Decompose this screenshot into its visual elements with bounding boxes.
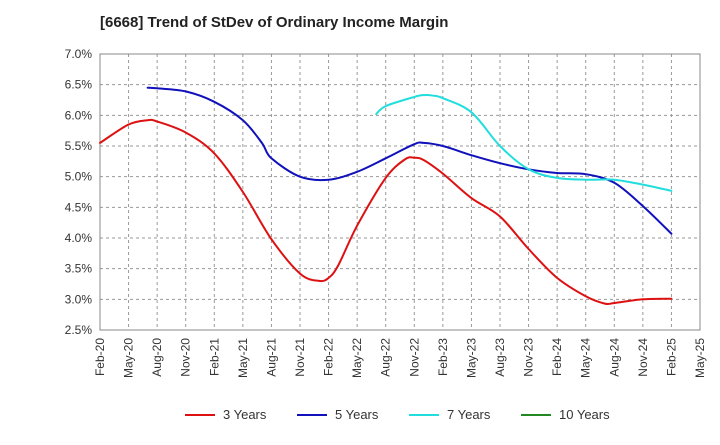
plot-area — [99, 53, 701, 331]
x-tick-label: Aug-24 — [607, 338, 621, 377]
y-tick-label: 4.0% — [65, 231, 93, 245]
x-tick-label: Nov-21 — [293, 338, 307, 377]
y-tick-label: 4.5% — [65, 200, 93, 214]
x-tick-label: May-24 — [579, 338, 593, 378]
legend: 3 Years 5 Years 7 Years 10 Years — [185, 407, 610, 422]
legend-label: 3 Years — [223, 407, 267, 422]
x-tick-label: Aug-21 — [264, 338, 278, 377]
y-tick-label: 3.5% — [65, 262, 93, 276]
legend-label: 10 Years — [559, 407, 610, 422]
x-tick-label: Feb-24 — [550, 338, 564, 376]
legend-label: 7 Years — [447, 407, 491, 422]
y-tick-label: 2.5% — [65, 323, 93, 337]
x-tick-label: May-25 — [693, 338, 707, 378]
y-tick-label: 5.0% — [65, 170, 93, 184]
x-tick-label: Feb-21 — [207, 338, 221, 376]
y-tick-label: 5.5% — [65, 139, 93, 153]
series-line-1 — [99, 118, 673, 306]
chart-title: [6668] Trend of StDev of Ordinary Income… — [100, 14, 449, 31]
x-tick-label: Feb-23 — [436, 338, 450, 376]
x-tick-label: May-23 — [464, 338, 478, 378]
series-line-3 — [375, 94, 673, 192]
grid-lines — [99, 53, 701, 331]
x-tick-label: Feb-25 — [664, 338, 678, 376]
x-axis: Feb-20 May-20 Aug-20 Nov-20 Feb-21 May-21 Aug-… — [93, 338, 707, 378]
y-tick-label: 6.5% — [65, 78, 93, 92]
x-tick-label: Feb-20 — [93, 338, 107, 376]
legend-label: 5 Years — [335, 407, 379, 422]
series-lines — [99, 86, 673, 306]
x-tick-label: May-21 — [236, 338, 250, 378]
y-tick-label: 3.0% — [65, 292, 93, 306]
x-tick-label: Nov-20 — [179, 338, 193, 377]
x-tick-label: May-20 — [122, 338, 136, 378]
x-tick-label: Aug-22 — [379, 338, 393, 377]
series-line-2 — [146, 86, 673, 235]
x-tick-label: May-22 — [350, 338, 364, 378]
x-tick-label: Nov-22 — [407, 338, 421, 377]
x-tick-label: Nov-23 — [522, 338, 536, 377]
x-tick-label: Aug-23 — [493, 338, 507, 377]
y-tick-label: 6.0% — [65, 108, 93, 122]
x-tick-label: Nov-24 — [636, 338, 650, 377]
y-axis: 7.0% 6.5% 6.0% 5.5% 5.0% 4.5% 4.0% 3.5% 3.0% 2.5% — [65, 47, 93, 337]
x-tick-label: Feb-22 — [322, 338, 336, 376]
x-tick-label: Aug-20 — [150, 338, 164, 377]
y-tick-label: 7.0% — [65, 47, 93, 61]
